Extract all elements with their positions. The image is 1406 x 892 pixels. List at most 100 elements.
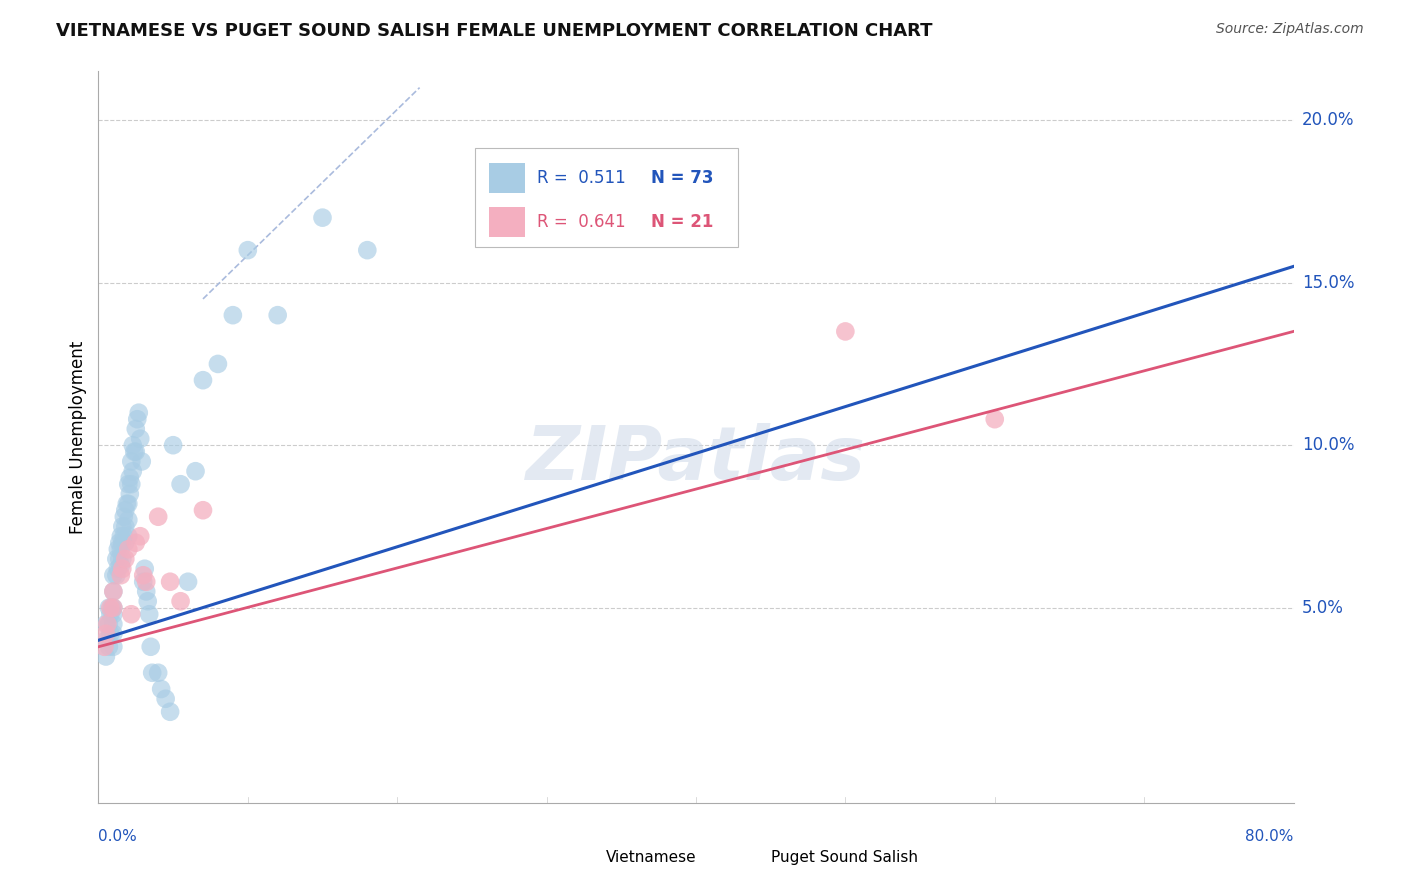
Point (150, 681, 173, 696)
Point (114, 552, 136, 566)
Point (103, 568, 125, 582)
Point (834, 325, 856, 339)
Y-axis label: Female Unemployment: Female Unemployment (69, 341, 87, 533)
Point (124, 444, 146, 458)
Point (120, 454, 142, 468)
Point (159, 574, 181, 589)
Point (148, 665, 170, 680)
Point (114, 535, 136, 549)
Point (105, 552, 128, 566)
FancyBboxPatch shape (489, 163, 524, 193)
Point (191, 503, 214, 517)
Text: N = 21: N = 21 (651, 213, 713, 231)
Point (984, 412, 1007, 426)
Point (94, 633, 117, 648)
Text: Vietnamese: Vietnamese (606, 850, 697, 865)
Point (139, 640, 162, 654)
Point (98, 600, 122, 615)
Point (97, 640, 120, 654)
Point (103, 640, 125, 654)
Point (132, 568, 155, 582)
Point (110, 542, 132, 557)
Point (103, 584, 125, 599)
Point (111, 552, 134, 566)
Point (94, 649, 117, 664)
Text: R =  0.641: R = 0.641 (537, 213, 626, 231)
Point (105, 568, 128, 582)
Point (125, 444, 148, 458)
Point (121, 464, 143, 478)
Point (117, 497, 139, 511)
Text: Puget Sound Salish: Puget Sound Salish (772, 850, 918, 865)
Point (120, 477, 142, 491)
Point (111, 562, 134, 576)
Point (135, 574, 157, 589)
Point (135, 584, 157, 599)
Point (108, 535, 131, 549)
Point (103, 617, 125, 632)
Point (117, 513, 139, 527)
Point (311, 211, 333, 225)
Text: 20.0%: 20.0% (1302, 112, 1354, 129)
FancyBboxPatch shape (735, 846, 765, 871)
Point (114, 519, 136, 533)
Point (159, 705, 181, 719)
Point (98, 607, 122, 622)
FancyBboxPatch shape (475, 148, 738, 247)
Point (356, 243, 378, 257)
Point (131, 454, 153, 468)
Text: 5.0%: 5.0% (1302, 599, 1344, 616)
Point (184, 464, 207, 478)
Point (129, 529, 152, 543)
Point (207, 357, 229, 371)
Text: Source: ZipAtlas.com: Source: ZipAtlas.com (1216, 22, 1364, 37)
Text: ZIPatlas: ZIPatlas (526, 423, 866, 496)
Point (111, 535, 134, 549)
Point (148, 509, 170, 524)
Point (101, 600, 124, 615)
Point (177, 574, 200, 589)
Point (110, 558, 132, 573)
Point (129, 432, 152, 446)
Point (108, 552, 131, 566)
Point (103, 584, 125, 599)
Point (98, 626, 122, 640)
Point (169, 594, 191, 608)
Point (94, 626, 117, 640)
Point (97, 617, 120, 632)
Point (94, 617, 117, 632)
Point (127, 412, 149, 426)
Point (118, 487, 141, 501)
Point (93, 640, 115, 654)
Text: 10.0%: 10.0% (1302, 436, 1354, 454)
Text: R =  0.511: R = 0.511 (537, 169, 626, 186)
Point (132, 574, 155, 589)
Point (117, 529, 139, 543)
Point (136, 594, 159, 608)
Point (155, 691, 177, 706)
Text: VIETNAMESE VS PUGET SOUND SALISH FEMALE UNEMPLOYMENT CORRELATION CHART: VIETNAMESE VS PUGET SOUND SALISH FEMALE … (56, 22, 932, 40)
Point (117, 477, 139, 491)
Point (107, 542, 129, 557)
Point (103, 600, 125, 615)
Text: 15.0%: 15.0% (1302, 274, 1354, 292)
Point (128, 406, 150, 420)
Point (103, 626, 125, 640)
Point (110, 529, 132, 543)
Text: 80.0%: 80.0% (1246, 829, 1294, 844)
Point (267, 308, 290, 322)
Point (97, 600, 120, 615)
Point (103, 600, 125, 615)
Point (125, 422, 148, 436)
Text: N = 73: N = 73 (651, 169, 713, 186)
Point (96, 617, 118, 632)
Point (121, 438, 143, 452)
Point (162, 438, 184, 452)
Point (191, 373, 214, 387)
Point (107, 562, 129, 576)
Point (103, 607, 125, 622)
Point (125, 535, 148, 549)
Point (222, 308, 245, 322)
Text: 0.0%: 0.0% (98, 829, 138, 844)
Point (118, 471, 141, 485)
